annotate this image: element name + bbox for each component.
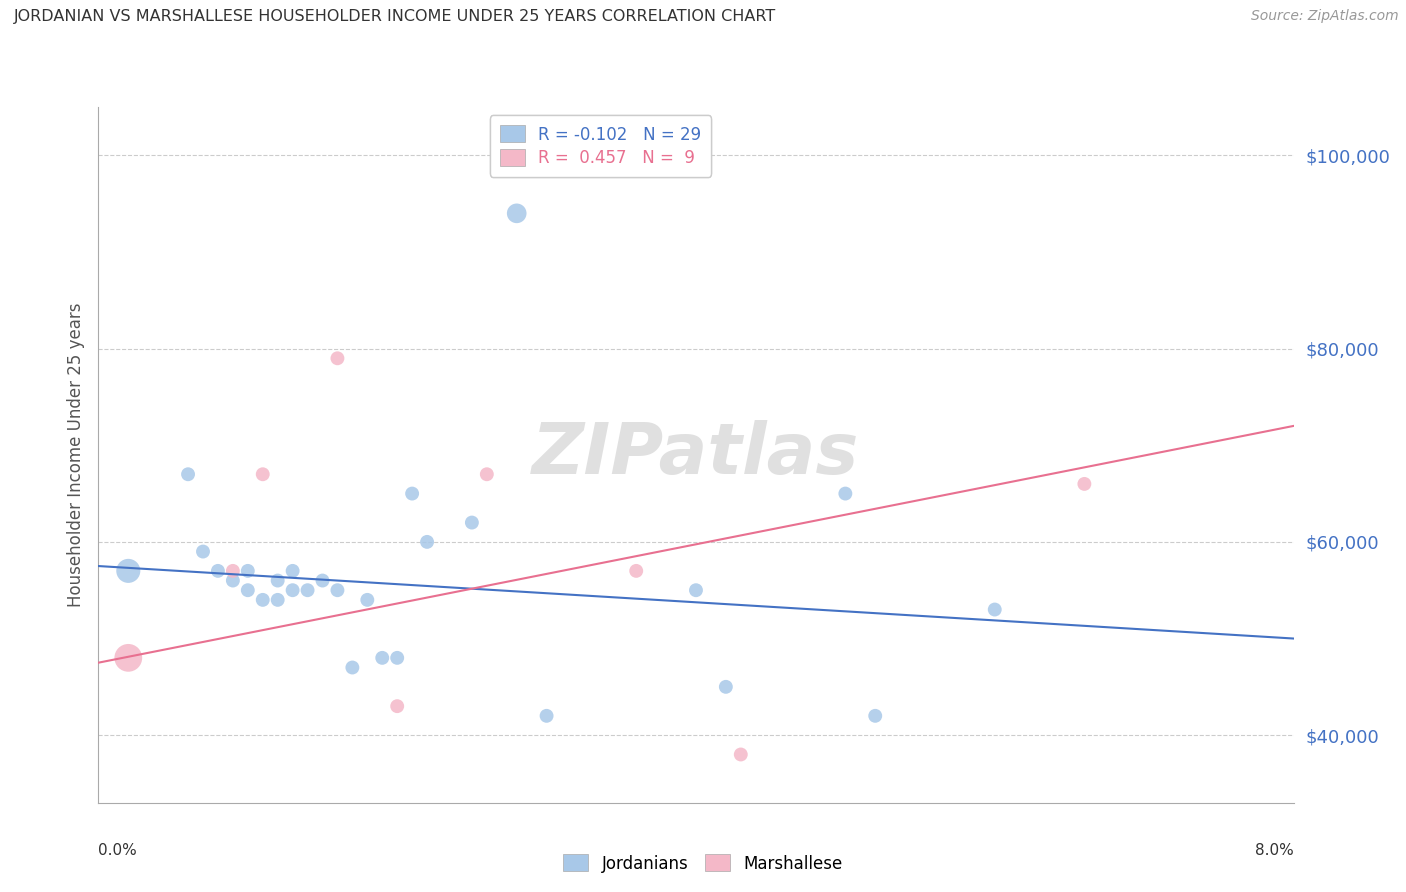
Text: Source: ZipAtlas.com: Source: ZipAtlas.com xyxy=(1251,9,1399,23)
Point xyxy=(326,583,349,598)
Point xyxy=(685,583,707,598)
Point xyxy=(252,467,274,482)
Point xyxy=(342,660,364,674)
Point xyxy=(401,486,423,500)
Point xyxy=(236,583,259,598)
Point xyxy=(326,351,349,366)
Point xyxy=(117,564,139,578)
Point xyxy=(461,516,484,530)
Point xyxy=(267,574,290,588)
Point xyxy=(624,564,647,578)
Legend: Jordanians, Marshallese: Jordanians, Marshallese xyxy=(557,847,849,880)
Point xyxy=(536,709,558,723)
Point xyxy=(834,486,856,500)
Point xyxy=(191,544,214,558)
Point xyxy=(356,593,378,607)
Point xyxy=(222,564,245,578)
Point xyxy=(252,593,274,607)
Text: 8.0%: 8.0% xyxy=(1254,843,1294,858)
Point xyxy=(177,467,200,482)
Point xyxy=(207,564,229,578)
Text: JORDANIAN VS MARSHALLESE HOUSEHOLDER INCOME UNDER 25 YEARS CORRELATION CHART: JORDANIAN VS MARSHALLESE HOUSEHOLDER INC… xyxy=(14,9,776,24)
Point xyxy=(475,467,498,482)
Point xyxy=(506,206,529,220)
Point xyxy=(863,709,886,723)
Legend: R = -0.102   N = 29, R =  0.457   N =  9: R = -0.102 N = 29, R = 0.457 N = 9 xyxy=(489,115,711,177)
Y-axis label: Householder Income Under 25 years: Householder Income Under 25 years xyxy=(66,302,84,607)
Point xyxy=(416,535,439,549)
Point xyxy=(236,564,259,578)
Point xyxy=(281,564,304,578)
Point xyxy=(222,574,245,588)
Text: 0.0%: 0.0% xyxy=(98,843,138,858)
Point xyxy=(311,574,333,588)
Point xyxy=(385,651,409,665)
Point xyxy=(730,747,752,762)
Point xyxy=(267,593,290,607)
Text: ZIPatlas: ZIPatlas xyxy=(533,420,859,490)
Point xyxy=(983,602,1005,616)
Point xyxy=(297,583,319,598)
Point xyxy=(385,699,409,714)
Point xyxy=(371,651,394,665)
Point xyxy=(117,651,139,665)
Point xyxy=(714,680,737,694)
Point xyxy=(1073,477,1095,491)
Point xyxy=(281,583,304,598)
